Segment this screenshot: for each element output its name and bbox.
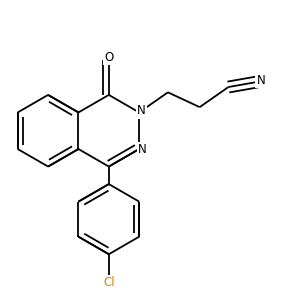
Text: N: N (137, 104, 146, 117)
Text: Cl: Cl (103, 276, 115, 289)
Text: N: N (138, 143, 147, 156)
Text: O: O (104, 51, 113, 64)
Text: N: N (256, 74, 265, 87)
